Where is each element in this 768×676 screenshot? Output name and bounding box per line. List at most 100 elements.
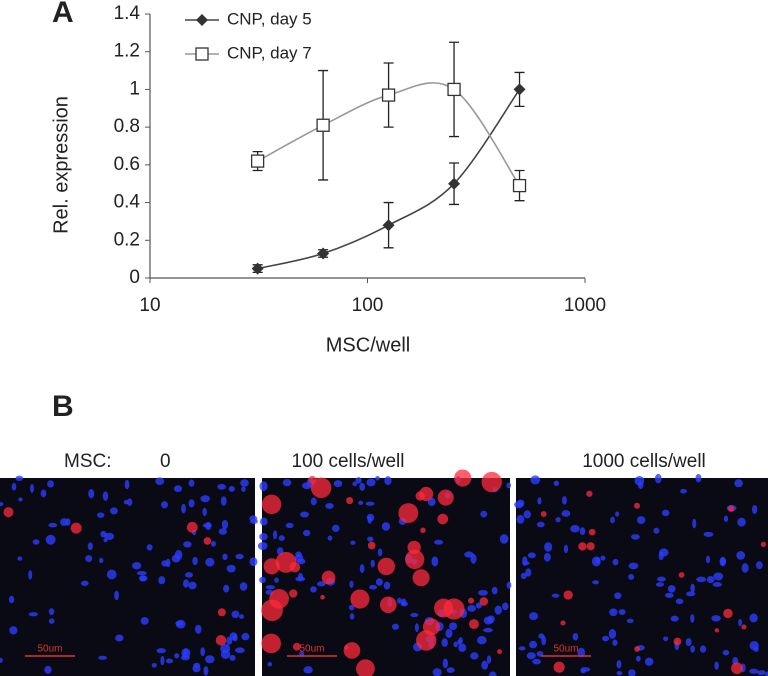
nucleus xyxy=(205,557,215,567)
nucleus xyxy=(239,614,245,619)
cell-body xyxy=(586,490,593,497)
nucleus xyxy=(499,534,509,544)
nucleus xyxy=(278,535,285,542)
x-tick-label: 1000 xyxy=(564,295,606,316)
nucleus xyxy=(303,529,311,537)
cell-body xyxy=(367,541,376,550)
scale-bar-label: 50um xyxy=(553,644,578,655)
image-caption: 1000 cells/well xyxy=(582,451,706,472)
nucleus xyxy=(367,536,374,542)
nucleus xyxy=(132,562,142,570)
nucleus xyxy=(226,564,236,573)
image-background xyxy=(516,478,768,676)
y-tick-label: 1 xyxy=(129,78,140,99)
cell-body xyxy=(422,618,440,636)
image-caption: 100 cells/well xyxy=(292,451,405,472)
panel-label: B xyxy=(52,390,74,423)
nucleus xyxy=(755,561,763,570)
nucleus xyxy=(352,481,357,487)
nucleus xyxy=(628,573,635,580)
nucleus xyxy=(366,478,376,487)
cell-body xyxy=(292,642,301,651)
nucleus xyxy=(532,658,541,665)
nucleus xyxy=(397,597,402,604)
nucleus xyxy=(282,478,292,487)
nucleus xyxy=(259,533,268,541)
nucleus xyxy=(714,661,719,670)
nucleus xyxy=(173,485,183,493)
nucleus xyxy=(765,671,768,676)
caption-prefix: MSC: xyxy=(64,451,112,472)
nucleus xyxy=(183,579,189,588)
nucleus xyxy=(370,559,375,568)
nucleus xyxy=(410,612,419,618)
nucleus xyxy=(749,640,759,651)
nucleus xyxy=(136,570,147,576)
panel-label: A xyxy=(52,0,74,29)
nucleus xyxy=(220,643,231,654)
nucleus xyxy=(448,622,458,630)
nucleus xyxy=(377,548,383,557)
nucleus xyxy=(680,488,687,494)
nucleus xyxy=(48,608,55,616)
nucleus xyxy=(0,657,3,663)
cell-body xyxy=(760,541,767,547)
y-tick-label: 0 xyxy=(129,267,140,288)
nucleus xyxy=(48,522,58,528)
nucleus xyxy=(211,540,216,547)
nucleus xyxy=(432,668,442,676)
cell-body xyxy=(186,521,198,533)
nucleus xyxy=(749,613,758,623)
nucleus xyxy=(628,669,636,676)
nucleus xyxy=(570,524,580,533)
nucleus xyxy=(470,652,479,660)
nucleus xyxy=(375,475,380,481)
nucleus xyxy=(127,498,133,506)
nucleus xyxy=(165,658,173,664)
nucleus xyxy=(365,501,375,506)
x-tick-label: 10 xyxy=(139,295,160,316)
cell-body xyxy=(379,596,397,614)
nucleus xyxy=(151,662,157,668)
nucleus xyxy=(636,516,646,524)
nucleus xyxy=(631,534,640,540)
nucleus xyxy=(274,577,279,583)
nucleus xyxy=(194,624,202,634)
nucleus xyxy=(526,652,536,660)
nucleus xyxy=(87,542,93,551)
nucleus xyxy=(310,586,317,593)
cell-body xyxy=(398,503,419,523)
legend-label: CNP, day 7 xyxy=(227,43,312,62)
nucleus xyxy=(184,572,194,578)
marker xyxy=(513,83,526,96)
cell-body xyxy=(481,471,502,493)
nucleus xyxy=(401,601,407,606)
cell-body xyxy=(377,557,395,576)
nucleus xyxy=(203,666,209,676)
nucleus xyxy=(156,648,167,654)
nucleus xyxy=(60,518,68,527)
nucleus xyxy=(297,572,304,581)
nucleus xyxy=(188,499,195,508)
nucleus xyxy=(536,521,545,528)
nucleus xyxy=(653,527,660,534)
nucleus xyxy=(561,510,571,517)
nucleus xyxy=(331,524,340,533)
marker xyxy=(316,118,330,132)
cell-body xyxy=(275,551,297,573)
nucleus xyxy=(310,497,317,506)
nucleus xyxy=(231,610,240,619)
y-tick-label: 0.2 xyxy=(114,229,140,250)
nucleus xyxy=(618,609,626,615)
nucleus xyxy=(15,475,24,482)
nucleus xyxy=(140,617,149,625)
cell-body xyxy=(454,469,472,487)
nucleus xyxy=(249,557,258,566)
marker xyxy=(448,177,461,190)
nucleus xyxy=(28,570,33,580)
nucleus xyxy=(595,556,601,564)
nucleus xyxy=(592,580,599,585)
cell-body xyxy=(678,572,685,578)
cell-body xyxy=(356,659,375,676)
